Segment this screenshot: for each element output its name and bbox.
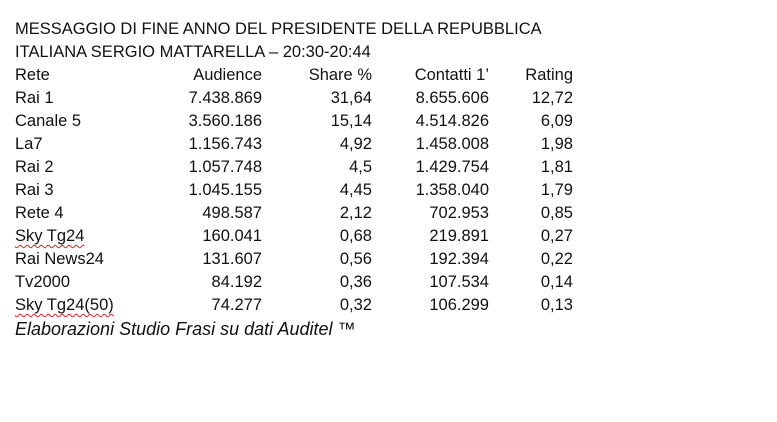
cell-rating: 1,79 <box>540 181 573 199</box>
cell-rete: Rai 2 <box>15 158 54 176</box>
source-note: Elaborazioni Studio Frasi su dati Audite… <box>15 319 356 339</box>
cell-contatti: 107.534 <box>429 273 489 291</box>
title-line-2: ITALIANA SERGIO MATTARELLA – 20:30-20:44 <box>15 43 371 61</box>
cell-rating: 0,14 <box>540 273 573 291</box>
table-row: Rete 4 498.587 2,12 702.953 0,85 <box>15 202 573 225</box>
cell-share: 31,64 <box>330 89 372 107</box>
cell-share: 0,68 <box>339 227 372 245</box>
cell-rating: 12,72 <box>531 89 573 107</box>
header-audience: Audience <box>193 66 262 84</box>
table-row: Rai 3 1.045.155 4,45 1.358.040 1,79 <box>15 179 573 202</box>
cell-rete: Rai News24 <box>15 250 104 268</box>
cell-rete: Sky Tg24 <box>15 225 135 248</box>
cell-rating: 1,81 <box>540 158 573 176</box>
table-row: Rai 2 1.057.748 4,5 1.429.754 1,81 <box>15 156 573 179</box>
cell-share: 0,32 <box>339 296 372 314</box>
table-row: Sky Tg24 160.041 0,68 219.891 0,27 <box>15 225 573 248</box>
header-contatti: Contatti 1’ <box>414 66 489 84</box>
cell-audience: 498.587 <box>202 204 262 222</box>
cell-audience: 1.045.155 <box>188 181 262 199</box>
table-row: La7 1.156.743 4,92 1.458.008 1,98 <box>15 133 573 156</box>
table-row: Canale 5 3.560.186 15,14 4.514.826 6,09 <box>15 110 573 133</box>
cell-share: 0,36 <box>339 273 372 291</box>
spellcheck-word: Sky Tg24(50) <box>15 296 114 314</box>
cell-audience: 1.156.743 <box>188 135 262 153</box>
header-rating: Rating <box>525 66 573 84</box>
cell-audience: 74.277 <box>211 296 262 314</box>
cell-contatti: 192.394 <box>429 250 489 268</box>
cell-rete: La7 <box>15 135 43 153</box>
title-line-1: MESSAGGIO DI FINE ANNO DEL PRESIDENTE DE… <box>15 20 542 38</box>
cell-rating: 0,85 <box>540 204 573 222</box>
cell-rete: Rai 1 <box>15 89 54 107</box>
cell-share: 4,45 <box>339 181 372 199</box>
cell-audience: 7.438.869 <box>188 89 262 107</box>
cell-audience: 160.041 <box>202 227 262 245</box>
cell-share: 15,14 <box>330 112 372 130</box>
cell-rete: Rete 4 <box>15 204 64 222</box>
table-row: Sky Tg24(50) 74.277 0,32 106.299 0,13 <box>15 294 573 317</box>
header-rete: Rete <box>15 66 50 84</box>
cell-contatti: 702.953 <box>429 204 489 222</box>
cell-contatti: 1.458.008 <box>415 135 489 153</box>
cell-rating: 0,13 <box>540 296 573 314</box>
document: MESSAGGIO DI FINE ANNO DEL PRESIDENTE DE… <box>15 18 755 342</box>
table-row: Rai News24 131.607 0,56 192.394 0,22 <box>15 248 573 271</box>
cell-share: 4,92 <box>339 135 372 153</box>
cell-rating: 0,27 <box>540 227 573 245</box>
cell-share: 0,56 <box>339 250 372 268</box>
cell-rete: Canale 5 <box>15 112 82 130</box>
cell-audience: 131.607 <box>202 250 262 268</box>
cell-contatti: 1.358.040 <box>415 181 489 199</box>
spellcheck-word: Sky Tg24 <box>15 227 85 245</box>
cell-audience: 1.057.748 <box>188 158 262 176</box>
table-row: Tv2000 84.192 0,36 107.534 0,14 <box>15 271 573 294</box>
cell-contatti: 4.514.826 <box>415 112 489 130</box>
cell-share: 4,5 <box>349 158 372 176</box>
cell-contatti: 106.299 <box>429 296 489 314</box>
cell-contatti: 1.429.754 <box>415 158 489 176</box>
cell-rating: 1,98 <box>540 135 573 153</box>
cell-contatti: 8.655.606 <box>415 89 489 107</box>
cell-audience: 84.192 <box>211 273 262 291</box>
table-header-row: Rete Audience Share % Contatti 1’ Rating <box>15 64 573 87</box>
cell-contatti: 219.891 <box>429 227 489 245</box>
cell-audience: 3.560.186 <box>188 112 262 130</box>
audience-table: Rete Audience Share % Contatti 1’ Rating… <box>15 64 573 317</box>
cell-rete: Sky Tg24(50) <box>15 294 135 317</box>
cell-rating: 0,22 <box>540 250 573 268</box>
cell-rete: Rai 3 <box>15 181 54 199</box>
header-share: Share % <box>308 66 372 84</box>
cell-share: 2,12 <box>339 204 372 222</box>
table-row: Rai 1 7.438.869 31,64 8.655.606 12,72 <box>15 87 573 110</box>
cell-rating: 6,09 <box>540 112 573 130</box>
cell-rete: Tv2000 <box>15 273 71 291</box>
